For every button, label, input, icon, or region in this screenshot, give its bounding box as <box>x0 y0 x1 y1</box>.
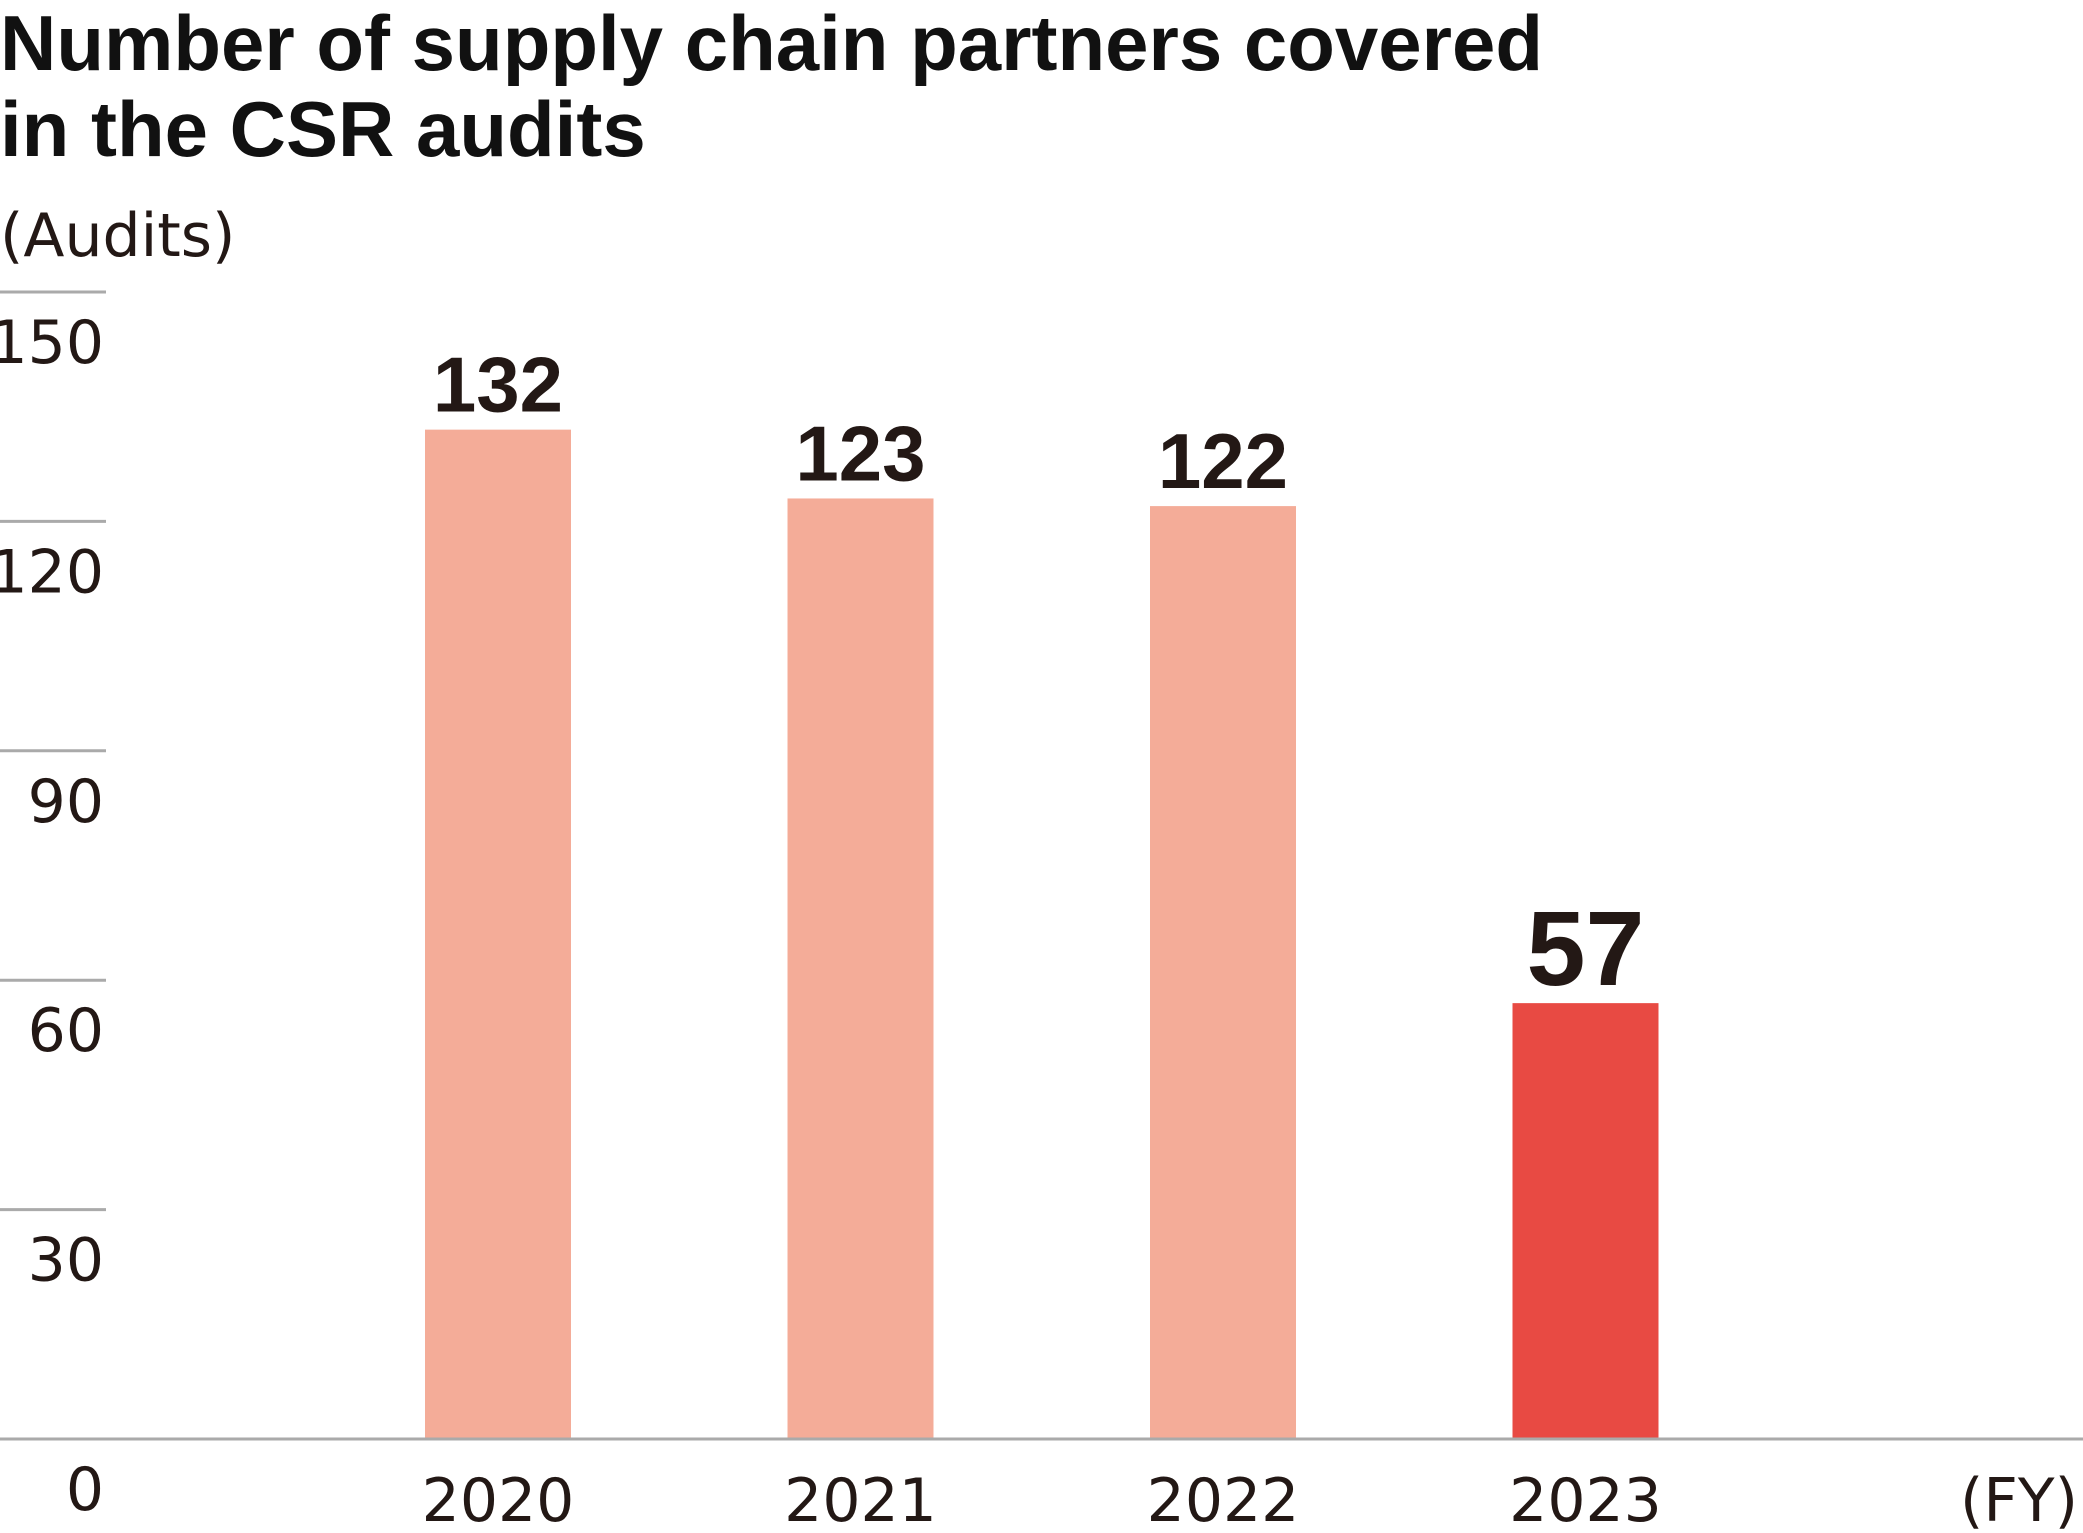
x-tick-label-2021: 2021 <box>784 1466 937 1533</box>
value-label-2023: 57 <box>1527 890 1645 1008</box>
bar-2023 <box>1512 1003 1659 1439</box>
y-tick-label-0: 0 <box>66 1455 104 1525</box>
bar-2021 <box>787 498 934 1440</box>
x-tick-label-2022: 2022 <box>1147 1466 1300 1533</box>
y-tick-labels: 0 30 60 90 120 150 <box>0 308 104 1525</box>
x-tick-label-2020: 2020 <box>422 1466 575 1533</box>
y-tick-label-90: 90 <box>28 767 104 837</box>
y-tick-label-60: 60 <box>28 996 104 1066</box>
y-tick-label-30: 30 <box>28 1226 104 1296</box>
y-tick-label-150: 150 <box>0 308 104 378</box>
y-tick-label-120: 120 <box>0 537 104 607</box>
chart-title-line-2: in the CSR audits <box>0 85 646 173</box>
value-label-2020: 132 <box>433 341 563 429</box>
bar-2022 <box>1150 506 1296 1439</box>
value-label-2022: 122 <box>1158 417 1288 505</box>
value-label-2021: 123 <box>795 409 925 497</box>
bars <box>425 429 1659 1440</box>
chart-title: Number of supply chain partners covered … <box>0 0 1543 172</box>
x-tick-labels: 2020 2021 2022 2023 <box>422 1466 1662 1533</box>
x-axis-label: (FY) <box>1960 1466 2078 1533</box>
x-tick-label-2023: 2023 <box>1509 1466 1662 1533</box>
y-axis-label: (Audits) <box>0 201 235 271</box>
chart-title-line-1: Number of supply chain partners covered <box>0 0 1544 87</box>
y-gridlines <box>0 290 106 1212</box>
bar-2020 <box>425 429 571 1439</box>
value-labels: 132 123 122 57 <box>433 341 1645 1009</box>
